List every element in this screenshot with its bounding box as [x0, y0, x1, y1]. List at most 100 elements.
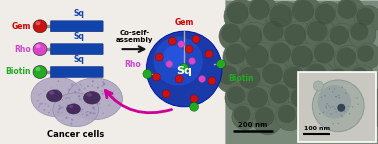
- Circle shape: [319, 103, 347, 131]
- Circle shape: [79, 98, 81, 100]
- Ellipse shape: [49, 91, 54, 95]
- Ellipse shape: [33, 43, 47, 56]
- Circle shape: [96, 103, 98, 104]
- Circle shape: [280, 64, 314, 98]
- Circle shape: [102, 93, 104, 95]
- Circle shape: [101, 107, 102, 109]
- Circle shape: [357, 45, 374, 62]
- Circle shape: [296, 105, 326, 135]
- Circle shape: [143, 70, 152, 78]
- Circle shape: [89, 112, 91, 114]
- Circle shape: [334, 108, 336, 110]
- Circle shape: [306, 64, 327, 84]
- Circle shape: [278, 105, 296, 123]
- Circle shape: [92, 112, 94, 114]
- Circle shape: [98, 103, 100, 105]
- Circle shape: [168, 37, 176, 45]
- Circle shape: [180, 64, 189, 72]
- Circle shape: [270, 43, 291, 63]
- Circle shape: [247, 87, 268, 108]
- Circle shape: [48, 112, 50, 114]
- Text: Biotin: Biotin: [228, 74, 253, 84]
- Circle shape: [198, 75, 206, 82]
- Circle shape: [99, 95, 100, 96]
- Circle shape: [74, 102, 76, 104]
- Circle shape: [50, 100, 53, 102]
- Ellipse shape: [36, 21, 40, 25]
- Circle shape: [219, 21, 249, 51]
- Circle shape: [311, 82, 341, 112]
- Circle shape: [67, 105, 68, 106]
- Circle shape: [66, 106, 67, 107]
- Ellipse shape: [84, 92, 100, 104]
- Circle shape: [192, 35, 200, 43]
- Circle shape: [47, 105, 50, 107]
- Circle shape: [89, 103, 90, 104]
- Circle shape: [336, 96, 337, 97]
- Circle shape: [70, 96, 71, 98]
- Bar: [299, 72, 376, 142]
- Circle shape: [78, 96, 80, 97]
- Circle shape: [65, 117, 68, 119]
- Circle shape: [82, 113, 84, 115]
- Circle shape: [363, 107, 377, 122]
- Circle shape: [56, 89, 58, 91]
- Circle shape: [218, 65, 238, 85]
- Circle shape: [73, 106, 74, 108]
- Circle shape: [74, 91, 76, 93]
- Circle shape: [87, 85, 89, 87]
- Circle shape: [318, 85, 351, 119]
- Text: Co-self-
assembly: Co-self- assembly: [116, 30, 153, 43]
- Circle shape: [62, 120, 64, 121]
- Circle shape: [330, 113, 332, 115]
- Circle shape: [307, 21, 327, 41]
- Circle shape: [71, 106, 73, 107]
- Circle shape: [82, 109, 84, 110]
- Circle shape: [232, 104, 258, 130]
- Circle shape: [262, 64, 283, 84]
- Circle shape: [333, 123, 334, 124]
- Circle shape: [263, 21, 284, 41]
- Circle shape: [38, 105, 40, 107]
- Circle shape: [153, 37, 203, 86]
- Circle shape: [266, 1, 302, 37]
- Circle shape: [347, 106, 349, 107]
- Circle shape: [326, 107, 327, 108]
- Circle shape: [288, 85, 320, 117]
- Circle shape: [45, 103, 46, 105]
- Circle shape: [226, 2, 248, 24]
- Circle shape: [350, 22, 368, 40]
- Text: Cancer cells: Cancer cells: [47, 130, 104, 139]
- Circle shape: [247, 0, 279, 28]
- Circle shape: [243, 42, 279, 78]
- Circle shape: [78, 95, 81, 97]
- Circle shape: [291, 46, 313, 68]
- Circle shape: [117, 98, 118, 99]
- Circle shape: [83, 98, 84, 100]
- Text: Rho: Rho: [14, 45, 31, 54]
- Circle shape: [322, 112, 324, 113]
- Circle shape: [56, 89, 57, 91]
- Circle shape: [205, 50, 213, 58]
- Circle shape: [268, 40, 299, 72]
- Circle shape: [336, 47, 356, 67]
- Circle shape: [328, 105, 329, 107]
- Circle shape: [67, 105, 69, 107]
- Circle shape: [101, 90, 103, 92]
- Ellipse shape: [31, 77, 83, 117]
- Text: Sq: Sq: [74, 55, 85, 64]
- FancyBboxPatch shape: [50, 67, 103, 77]
- Circle shape: [326, 66, 356, 96]
- Circle shape: [335, 0, 365, 27]
- Circle shape: [361, 106, 378, 128]
- Ellipse shape: [86, 93, 92, 97]
- Circle shape: [87, 111, 89, 113]
- Circle shape: [86, 114, 88, 116]
- Circle shape: [314, 84, 333, 104]
- Circle shape: [84, 88, 86, 90]
- Circle shape: [341, 107, 367, 133]
- Circle shape: [338, 0, 357, 19]
- Circle shape: [341, 114, 342, 116]
- Circle shape: [208, 77, 216, 85]
- Circle shape: [108, 104, 110, 106]
